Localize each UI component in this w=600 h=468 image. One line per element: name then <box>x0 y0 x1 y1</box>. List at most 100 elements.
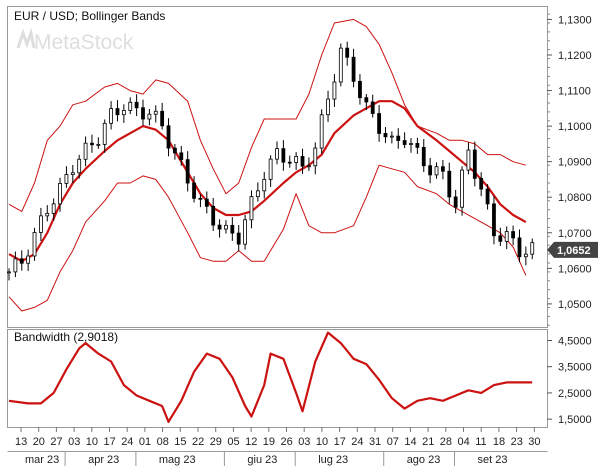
price-y-tick-label: 1,0800 <box>558 192 592 204</box>
price-y-tick-label: 1,1100 <box>558 86 591 98</box>
candlestick <box>32 227 37 261</box>
candlestick <box>511 225 515 246</box>
x-day-label: 17 <box>104 436 116 448</box>
bandwidth-panel-title: Bandwidth (2,9018) <box>14 330 118 344</box>
candlestick <box>224 220 228 234</box>
candlestick <box>472 141 477 187</box>
candlestick <box>249 190 254 229</box>
x-day-label: 05 <box>227 436 239 448</box>
price-y-tick-label: 1,0700 <box>558 228 592 240</box>
candlestick <box>517 229 522 263</box>
candlestick <box>134 94 139 117</box>
x-day-label: 29 <box>210 436 222 448</box>
candlestick <box>96 137 101 149</box>
price-panel-frame <box>7 6 548 328</box>
candlestick <box>294 152 299 170</box>
candlestick <box>466 142 471 175</box>
candlestick <box>153 105 158 123</box>
bandwidth-panel-frame <box>7 329 548 428</box>
x-day-label: 13 <box>15 436 27 448</box>
x-day-label: 21 <box>422 436 434 448</box>
price-y-tick-label: 1,1300 <box>558 14 592 26</box>
x-day-label: 26 <box>281 436 293 448</box>
candlestick <box>262 171 267 199</box>
candlestick <box>358 74 362 105</box>
x-day-label: 18 <box>493 436 505 448</box>
bandwidth-y-tick-label: 4,5000 <box>558 335 592 347</box>
x-month-label: apr 23 <box>88 454 119 466</box>
x-month-label: ago 23 <box>407 454 441 466</box>
candlestick <box>383 127 388 144</box>
candlestick <box>434 162 439 179</box>
bollinger-lower-band <box>8 164 527 312</box>
candlestick <box>160 102 165 130</box>
candlestick <box>332 74 337 107</box>
price-y-tick-label: 1,0500 <box>558 299 592 311</box>
x-day-label: 24 <box>351 436 363 448</box>
candlestick <box>83 136 88 167</box>
bollinger-upper-band <box>8 18 527 212</box>
bandwidth-y-tick-label: 2,5000 <box>558 388 592 400</box>
x-day-label: 10 <box>86 436 98 448</box>
candlestick <box>428 157 433 184</box>
candlestick <box>121 104 126 123</box>
x-month-label: set 23 <box>478 454 508 466</box>
price-y-tick-label: 1,0600 <box>558 263 592 275</box>
candlestick <box>313 142 318 175</box>
candlestick <box>415 137 420 154</box>
watermark: MetaStock <box>34 31 134 54</box>
candlestick <box>319 109 324 154</box>
candlestick <box>243 214 247 250</box>
candlestick <box>479 172 484 197</box>
candlestick <box>217 219 222 238</box>
x-month-label: mar 23 <box>25 454 59 466</box>
x-day-label: 30 <box>528 436 540 448</box>
candlestick <box>26 249 31 271</box>
x-day-label: 08 <box>157 436 169 448</box>
x-day-label: 15 <box>174 436 186 448</box>
candlestick <box>255 182 260 202</box>
candlestick <box>377 105 381 142</box>
price-y-tick-label: 1,0900 <box>558 157 592 169</box>
candlestick <box>389 131 394 144</box>
candlestick <box>485 184 490 210</box>
bandwidth-plot <box>8 331 533 423</box>
candlestick <box>51 198 56 221</box>
price-panel-title: EUR / USD; Bollinger Bands <box>14 9 165 23</box>
candlestick <box>102 119 107 153</box>
candlestick <box>166 118 171 157</box>
bollinger-middle-line <box>8 100 527 263</box>
bandwidth-line <box>8 331 533 423</box>
price-y-tick-label: 1,1200 <box>558 50 592 62</box>
x-day-label: 23 <box>511 436 523 448</box>
x-day-label: 19 <box>263 436 275 448</box>
candlestick <box>402 132 407 149</box>
candlestick <box>492 195 496 245</box>
candlestick <box>19 250 24 271</box>
candlestick <box>192 176 196 203</box>
x-day-label: 01 <box>139 436 151 448</box>
candlestick <box>39 207 43 241</box>
axes: 1,0500 1,0600 1,0700 1,0800 1,0900 1,1000 1,11… <box>15 13 598 466</box>
x-day-label: 17 <box>334 436 346 448</box>
x-day-label: 31 <box>369 436 381 448</box>
candlestick <box>441 160 445 180</box>
candlestick <box>45 205 50 222</box>
candlestick <box>147 109 152 126</box>
candlestick <box>326 90 330 122</box>
candlestick <box>396 128 401 149</box>
x-day-label: 07 <box>387 436 399 448</box>
candlestick <box>530 238 535 260</box>
candlestick <box>141 99 145 126</box>
x-day-label: 03 <box>298 436 310 448</box>
candlestick <box>90 134 94 153</box>
candlestick <box>421 139 426 173</box>
candlestick <box>173 144 177 160</box>
candlestick <box>236 225 241 252</box>
candlestick <box>498 227 503 246</box>
candlestick <box>185 151 190 192</box>
bandwidth-y-tick-label: 3,5000 <box>558 362 592 374</box>
candlestick <box>115 100 120 122</box>
x-month-label: lug 23 <box>318 454 348 466</box>
last-value-label: 1,0652 <box>557 245 591 257</box>
